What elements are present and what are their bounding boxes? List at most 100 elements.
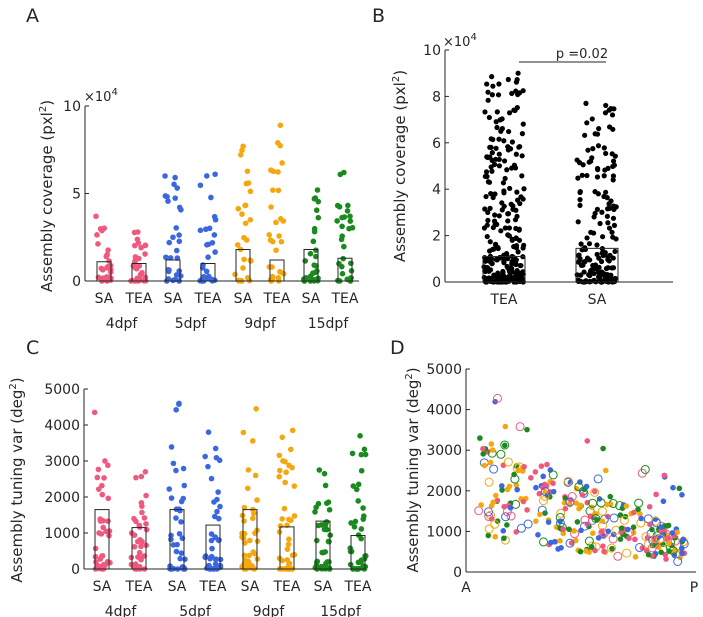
data-point: [358, 526, 365, 532]
data-point: [291, 513, 298, 519]
data-point: [95, 241, 101, 247]
data-point: [485, 97, 491, 103]
data-point: [142, 274, 149, 281]
data-point: [607, 493, 614, 500]
data-point: [488, 191, 494, 197]
panel-d-points: [474, 393, 689, 566]
data-point: [336, 204, 343, 210]
panel-c-points: [91, 400, 369, 572]
data-point: [513, 271, 519, 278]
y-tick-label: 4: [432, 182, 441, 198]
data-point: [483, 169, 490, 175]
data-point: [597, 506, 607, 516]
data-point: [176, 232, 182, 238]
data-point: [556, 508, 566, 518]
x-group-label: TEA: [199, 579, 227, 595]
age-label: 15dpf: [308, 316, 350, 332]
data-point: [576, 160, 583, 166]
data-point: [344, 208, 351, 214]
data-point: [501, 138, 507, 144]
data-point: [619, 515, 629, 525]
data-point: [514, 486, 520, 493]
data-point: [474, 506, 484, 516]
data-point: [605, 528, 612, 535]
data-point: [168, 536, 174, 543]
data-point: [105, 462, 111, 469]
data-point: [277, 216, 284, 222]
data-point: [601, 193, 607, 200]
data-point: [509, 276, 515, 282]
data-point: [138, 499, 145, 506]
data-point: [501, 535, 507, 542]
data-point: [507, 145, 513, 152]
data-point: [315, 214, 322, 221]
data-point: [105, 247, 111, 253]
panel-d-y-ticks: 0 1000 2000 3000 4000 5000: [426, 362, 470, 581]
data-point: [142, 242, 149, 249]
data-point: [521, 463, 527, 470]
data-point: [609, 513, 619, 523]
data-point: [174, 255, 181, 261]
x-group-label: TEA: [194, 291, 222, 307]
data-point: [485, 217, 491, 224]
x-group-label: TEA: [125, 291, 153, 307]
data-point: [131, 264, 138, 270]
data-point: [276, 473, 283, 480]
data-point: [314, 558, 321, 565]
x-group-label: TEA: [344, 579, 372, 595]
data-point: [666, 540, 672, 547]
data-point: [138, 244, 144, 251]
data-point: [104, 264, 111, 270]
data-point: [528, 474, 534, 481]
x-group-label: TEA: [263, 291, 291, 307]
data-point: [174, 541, 180, 548]
data-point: [97, 518, 104, 524]
data-point: [577, 189, 583, 196]
data-point: [647, 521, 653, 528]
data-point: [505, 211, 512, 217]
y-tick-label: 5000: [426, 362, 462, 378]
data-point: [580, 521, 590, 531]
data-point: [601, 145, 607, 151]
data-point: [357, 433, 363, 439]
data-point: [348, 548, 355, 555]
data-point: [165, 267, 171, 273]
panel-letter-a: A: [26, 5, 39, 27]
data-point: [606, 258, 612, 264]
data-point: [602, 276, 608, 283]
y-tick-label: 4000: [44, 418, 80, 434]
data-point: [182, 556, 188, 563]
data-point: [500, 180, 507, 186]
data-point: [281, 505, 288, 512]
data-point: [254, 538, 261, 544]
data-point: [661, 472, 668, 479]
data-point: [610, 177, 616, 183]
data-point: [577, 202, 583, 208]
data-point: [277, 122, 284, 129]
data-point: [240, 265, 246, 271]
data-point: [520, 245, 526, 251]
data-point: [279, 516, 286, 522]
data-point: [513, 257, 519, 263]
data-point: [96, 530, 102, 536]
data-point: [208, 194, 214, 201]
data-point: [243, 237, 250, 243]
data-point: [605, 165, 611, 171]
data-point: [595, 143, 602, 149]
data-point: [250, 438, 256, 444]
data-point: [565, 538, 575, 548]
data-point: [204, 565, 210, 572]
data-point: [515, 70, 521, 76]
data-point: [197, 182, 204, 189]
data-point: [103, 253, 110, 260]
data-point: [486, 179, 493, 185]
data-point: [509, 236, 516, 242]
data-point: [209, 239, 216, 246]
data-point: [520, 196, 526, 202]
data-point: [506, 110, 513, 116]
data-point: [180, 495, 187, 502]
data-point: [131, 543, 138, 550]
data-point: [511, 107, 517, 113]
y-tick-label: 5: [72, 187, 81, 203]
